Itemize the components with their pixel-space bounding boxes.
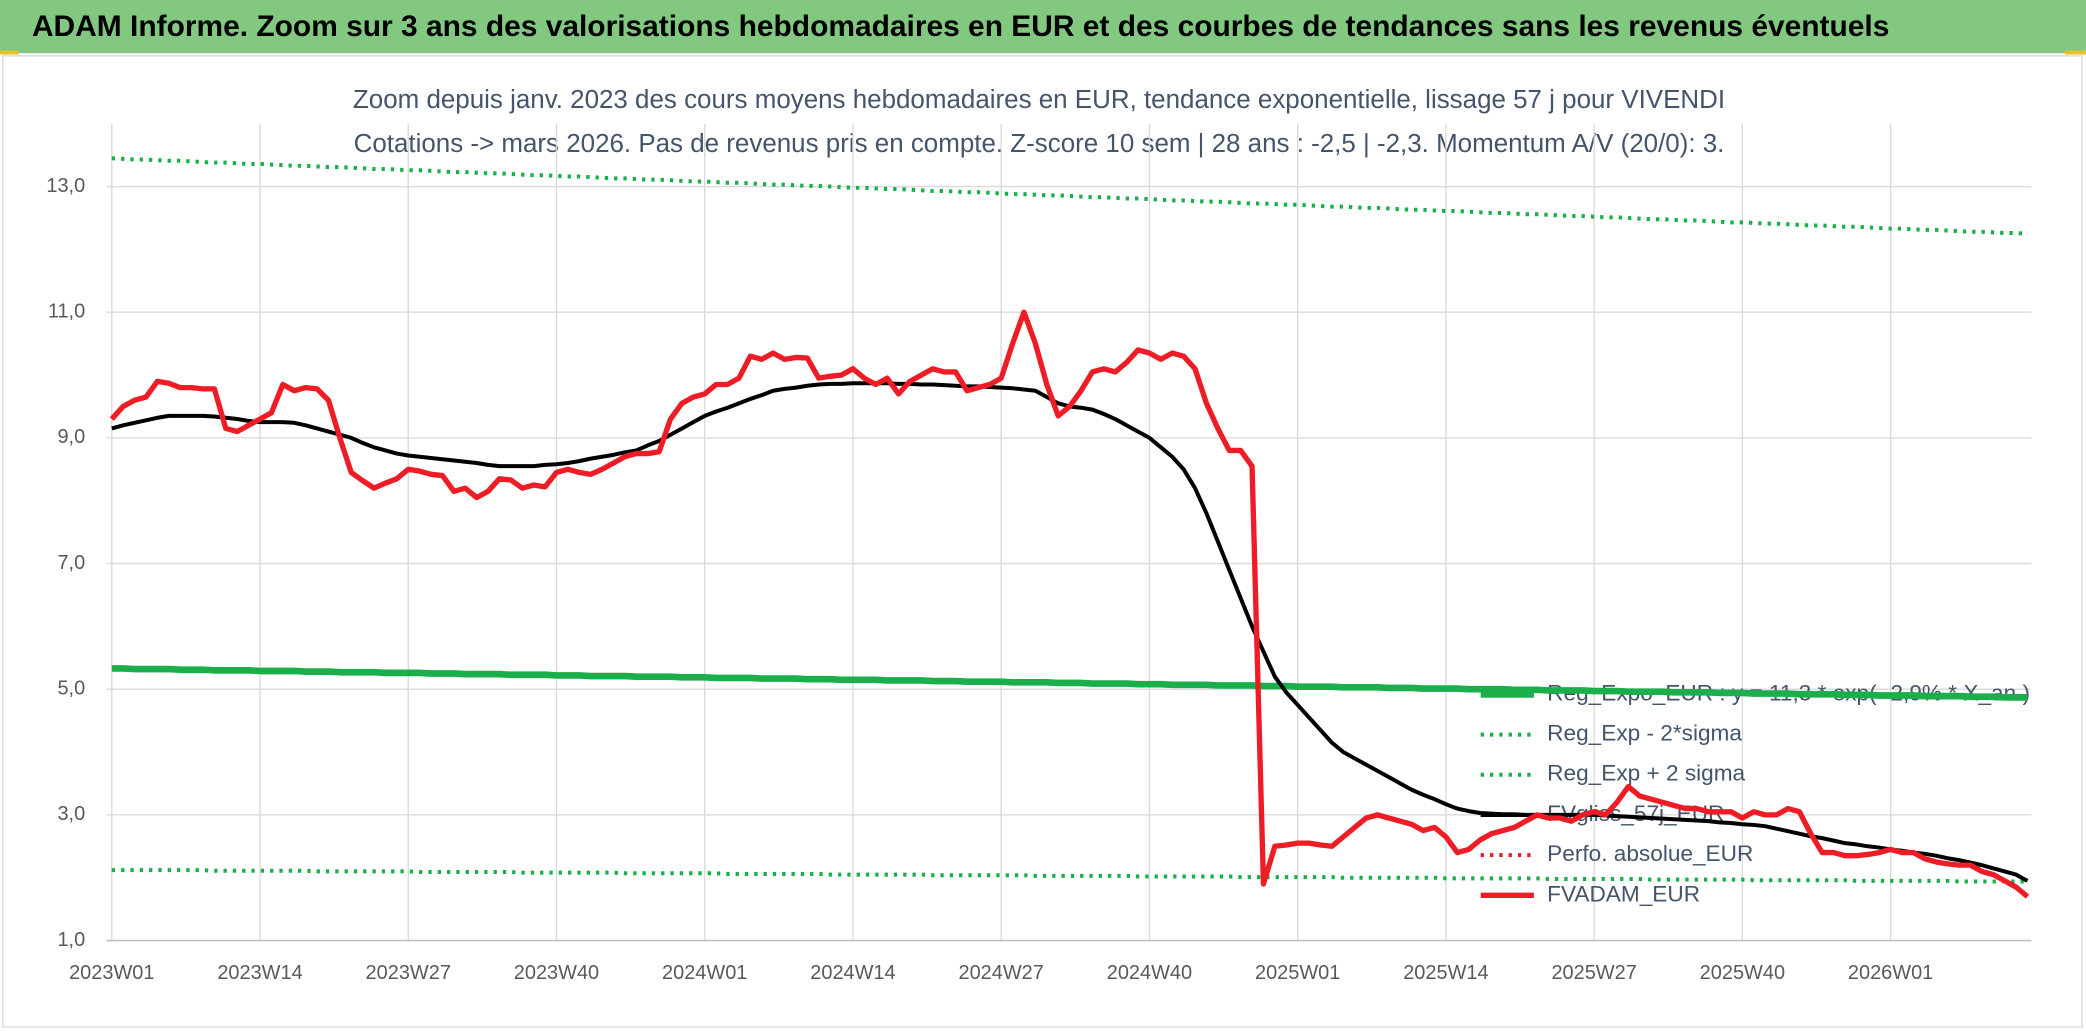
series-line — [109, 309, 2030, 899]
legend-label: Perfo. absolue_EUR — [1547, 841, 1753, 866]
x-tick-label: 2023W14 — [217, 962, 302, 984]
page-title: ADAM Informe. Zoom sur 3 ans des valoris… — [32, 10, 1889, 43]
banner-accent — [0, 50, 19, 55]
series-line — [111, 868, 2028, 884]
x-tick-label: 2026W01 — [1848, 962, 1933, 984]
y-tick-label: 5,0 — [57, 677, 85, 699]
x-tick-label: 2025W01 — [1255, 962, 1340, 984]
y-tick-label: 7,0 — [57, 552, 85, 574]
x-tick-label: 2025W40 — [1700, 962, 1785, 984]
chart-frame — [2, 55, 2083, 1028]
legend-label: Reg_Exp + 2 sigma — [1547, 761, 1745, 786]
chart-title: Zoom depuis janv. 2023 des cours moyens … — [353, 86, 1725, 114]
banner-accent — [2064, 50, 2086, 55]
y-tick-label: 11,0 — [48, 300, 85, 322]
x-tick-label: 2024W01 — [662, 962, 747, 984]
x-tick-label: 2024W27 — [959, 962, 1044, 984]
x-tick-label: 2023W27 — [366, 962, 451, 984]
series-line — [111, 665, 2028, 701]
x-tick-label: 2025W14 — [1403, 962, 1488, 984]
x-tick-label: 2025W27 — [1551, 962, 1636, 984]
x-tick-label: 2024W40 — [1107, 962, 1192, 984]
x-tick-label: 2024W14 — [810, 962, 895, 984]
y-tick-label: 3,0 — [57, 803, 85, 825]
chart-subtitle: Cotations -> mars 2026. Pas de revenus p… — [354, 130, 1725, 158]
y-tick-label: 13,0 — [46, 175, 85, 197]
y-tick-label: 9,0 — [57, 426, 85, 448]
x-tick-label: 2023W01 — [69, 962, 154, 984]
series-line — [111, 156, 2028, 236]
legend-label: FVADAM_EUR — [1547, 881, 1700, 906]
x-tick-label: 2023W40 — [514, 962, 599, 984]
banner — [0, 0, 2086, 54]
y-tick-label: 1,0 — [57, 929, 85, 951]
legend-label: Reg_Exp - 2*sigma — [1547, 721, 1742, 746]
